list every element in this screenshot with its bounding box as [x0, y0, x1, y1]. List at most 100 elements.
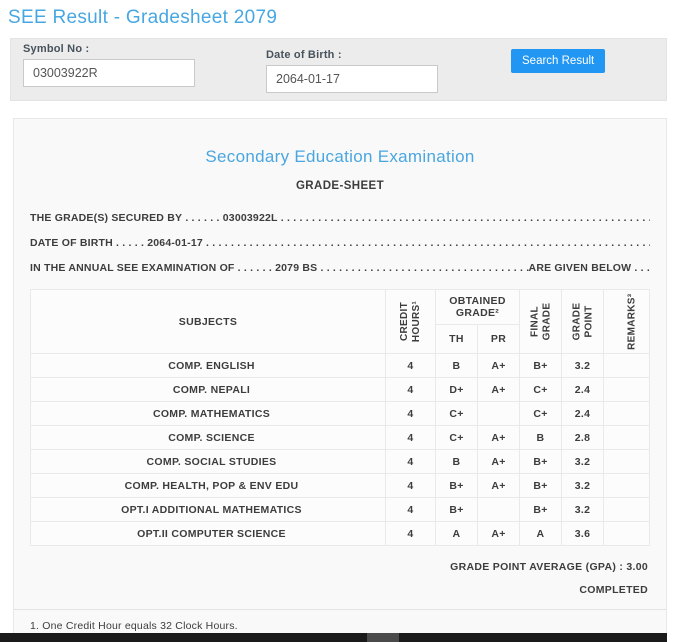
grade-point-cell: 3.2	[561, 449, 604, 474]
table-row: COMP. SOCIAL STUDIES 4 B A+ B+ 3.2	[30, 449, 650, 474]
grade-point-cell: 2.4	[561, 401, 604, 426]
subject-cell: COMP. ENGLISH	[30, 353, 386, 378]
dob-input[interactable]	[266, 65, 438, 93]
dob-field-group: Date of Birth :	[266, 49, 438, 93]
search-panel: Symbol No : Date of Birth : Search Resul…	[10, 38, 667, 101]
scrollbar-thumb[interactable]	[367, 633, 399, 642]
remarks-cell	[603, 425, 650, 450]
dob-line: DATE OF BIRTH . . . . . 2064-01-17 . . .…	[30, 231, 650, 256]
credit-hours-header-text: CREDIT HOURS¹	[398, 300, 422, 343]
remarks-cell	[603, 353, 650, 378]
remarks-cell	[603, 377, 650, 402]
subject-cell: COMP. SOCIAL STUDIES	[30, 449, 386, 474]
subject-cell: COMP. SCIENCE	[30, 425, 386, 450]
gradesheet-card: Secondary Education Examination GRADE-SH…	[13, 118, 667, 642]
exam-year-line: IN THE ANNUAL SEE EXAMINATION OF . . . .…	[30, 256, 650, 281]
subject-cell: COMP. HEALTH, POP & ENV EDU	[30, 473, 386, 498]
credit-cell: 4	[384, 377, 436, 402]
sheet-intro-lines: THE GRADE(S) SECURED BY . . . . . . 0300…	[30, 206, 650, 281]
dots-fill: . . . . . . . . . . . . . . . . . . . . …	[320, 262, 528, 274]
credit-cell: 4	[384, 473, 436, 498]
exam-suffix: ARE GIVEN BELOW . . .	[528, 262, 650, 274]
dots-fill: . . . . . . . . . . . . . . . . . . . . …	[280, 212, 650, 224]
dots-fill: . . . . . . . . . . . . . . . . . . . . …	[202, 237, 650, 249]
search-result-button[interactable]: Search Result	[511, 49, 606, 73]
final-grade-cell: B+	[519, 497, 562, 522]
final-grade-header: FINAL GRADE	[519, 289, 562, 354]
table-row: COMP. SCIENCE 4 C+ A+ B 2.8	[30, 425, 650, 450]
sheet-subheading: GRADE-SHEET	[295, 180, 385, 192]
secured-by-prefix: THE GRADE(S) SECURED BY	[30, 212, 183, 224]
table-row: COMP. NEPALI 4 D+ A+ C+ 2.4	[30, 377, 650, 402]
credit-cell: 4	[384, 449, 436, 474]
pr-subheader: PR	[476, 324, 521, 354]
exam-prefix: IN THE ANNUAL SEE EXAMINATION OF	[30, 262, 235, 274]
final-grade-cell: B	[519, 425, 562, 450]
pr-cell	[476, 497, 521, 522]
table-row: OPT.II COMPUTER SCIENCE 4 A A+ A 3.6	[30, 521, 650, 546]
th-cell: B+	[434, 473, 478, 498]
pr-cell: A+	[476, 425, 521, 450]
gpa-line: GRADE POINT AVERAGE (GPA) : 3.00	[450, 561, 648, 573]
credit-cell: 4	[384, 425, 436, 450]
grade-point-cell: 2.4	[561, 377, 604, 402]
symbol-field-group: Symbol No :	[23, 43, 195, 87]
dob-value: 2064-01-17	[147, 237, 203, 249]
footnote-credit-hours: 1. One Credit Hour equals 32 Clock Hours…	[30, 620, 238, 632]
table-row: COMP. ENGLISH 4 B A+ B+ 3.2	[30, 353, 650, 378]
th-subheader: TH	[434, 324, 478, 354]
remarks-cell	[603, 449, 650, 474]
remarks-cell	[603, 497, 650, 522]
th-cell: A	[434, 521, 478, 546]
final-grade-cell: C+	[519, 377, 562, 402]
status-completed: COMPLETED	[579, 584, 648, 596]
subjects-header: SUBJECTS	[30, 289, 386, 354]
th-cell: C+	[434, 425, 478, 450]
final-grade-cell: B+	[519, 353, 562, 378]
pr-cell: A+	[476, 377, 521, 402]
sheet-heading: Secondary Education Examination	[205, 147, 475, 166]
credit-cell: 4	[384, 353, 436, 378]
dots: . . . . . .	[234, 262, 276, 274]
grade-point-cell: 3.2	[561, 473, 604, 498]
table-row: COMP. MATHEMATICS 4 C+ C+ 2.4	[30, 401, 650, 426]
table-row: COMP. HEALTH, POP & ENV EDU 4 B+ A+ B+ 3…	[30, 473, 650, 498]
credit-cell: 4	[384, 401, 436, 426]
final-grade-cell: B+	[519, 449, 562, 474]
secured-by-line: THE GRADE(S) SECURED BY . . . . . . 0300…	[30, 206, 650, 231]
exam-year-value: 2079 BS	[275, 262, 318, 274]
th-cell: C+	[434, 401, 478, 426]
obtained-grade-header: OBTAINED GRADE²	[434, 288, 521, 326]
credit-cell: 4	[384, 521, 436, 546]
remarks-header: REMARKS³	[603, 289, 650, 354]
remarks-cell	[603, 473, 650, 498]
symbol-no-input[interactable]	[23, 59, 195, 87]
subject-cell: OPT.I ADDITIONAL MATHEMATICS	[30, 497, 386, 522]
remarks-cell	[603, 401, 650, 426]
subject-cell: OPT.II COMPUTER SCIENCE	[30, 521, 386, 546]
final-grade-header-text: FINAL GRADE	[529, 302, 552, 341]
page-title: SEE Result - Gradesheet 2079	[8, 7, 278, 28]
grade-point-cell: 3.6	[561, 521, 604, 546]
dob-prefix: DATE OF BIRTH	[30, 237, 113, 249]
symbol-no-value: 03003922L	[222, 212, 278, 224]
remarks-cell	[603, 521, 650, 546]
remarks-header-text: REMARKS³	[626, 293, 638, 351]
final-grade-cell: B+	[519, 473, 562, 498]
credit-hours-header: CREDIT HOURS¹	[384, 289, 436, 354]
grade-point-cell: 3.2	[561, 497, 604, 522]
pr-cell: A+	[476, 353, 521, 378]
horizontal-scrollbar[interactable]	[0, 633, 667, 642]
pr-cell: A+	[476, 473, 521, 498]
th-cell: B	[434, 353, 478, 378]
final-grade-cell: A	[519, 521, 562, 546]
grade-point-cell: 2.8	[561, 425, 604, 450]
table-row: OPT.I ADDITIONAL MATHEMATICS 4 B+ B+ 3.2	[30, 497, 650, 522]
grades-table: SUBJECTS CREDIT HOURS¹ OBTAINED GRADE² F…	[30, 288, 650, 546]
th-cell: B	[434, 449, 478, 474]
subject-cell: COMP. NEPALI	[30, 377, 386, 402]
dots: . . . . . .	[182, 212, 223, 224]
pr-cell	[476, 401, 521, 426]
footnotes-divider	[14, 609, 666, 610]
pr-cell: A+	[476, 449, 521, 474]
